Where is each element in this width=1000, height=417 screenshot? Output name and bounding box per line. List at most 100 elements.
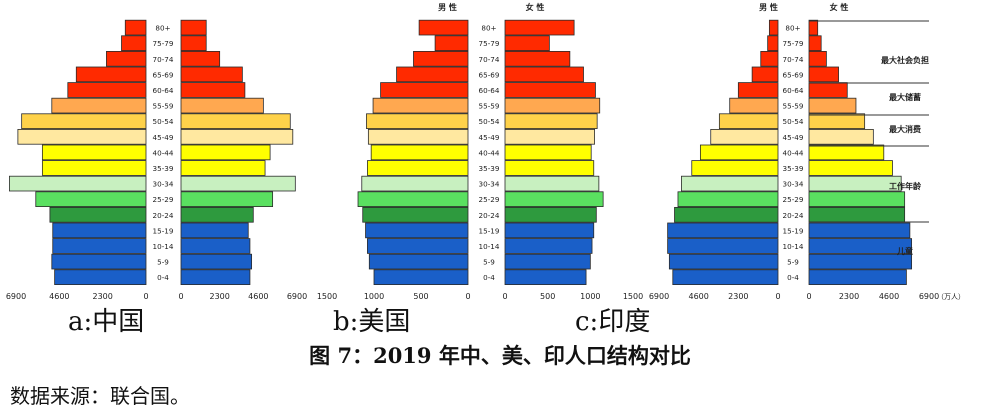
bar-right-70-74 bbox=[180, 51, 221, 67]
bar-left-20-24 bbox=[674, 206, 779, 223]
bar-right-40-44 bbox=[808, 144, 885, 161]
bar-left-45-49 bbox=[17, 128, 147, 145]
bar-left-65-69 bbox=[751, 66, 779, 83]
age-label: 60-64 bbox=[783, 86, 804, 95]
tick-label-right: 2300 bbox=[839, 292, 859, 300]
bar-right-40-44 bbox=[504, 144, 592, 161]
age-label: 25-29 bbox=[153, 195, 174, 204]
bar-right-0-4 bbox=[504, 269, 587, 285]
bar-right-20-24 bbox=[808, 206, 906, 223]
bar-right-15-19 bbox=[504, 222, 595, 239]
header-male: 男 性 bbox=[438, 2, 457, 12]
bar-left-75-79 bbox=[121, 35, 147, 51]
bar-left-10-14 bbox=[52, 238, 147, 254]
bar-right-35-39 bbox=[180, 160, 266, 176]
tick-label-left: 2300 bbox=[92, 292, 112, 300]
bar-left-0-4 bbox=[54, 269, 147, 285]
tick-label-right: 1500 bbox=[623, 292, 643, 300]
age-label: 75-79 bbox=[153, 39, 174, 48]
bar-left-80+ bbox=[768, 19, 779, 36]
bar-right-55-59 bbox=[504, 97, 601, 114]
bar-left-10-14 bbox=[367, 238, 469, 254]
tick-label-right: 4600 bbox=[879, 292, 899, 300]
bar-left-20-24 bbox=[362, 206, 469, 223]
bar-right-45-49 bbox=[180, 128, 294, 145]
bar-right-80+ bbox=[180, 19, 207, 36]
bar-left-80+ bbox=[418, 19, 469, 36]
tick-label-left: 2300 bbox=[728, 292, 748, 300]
bar-left-30-34 bbox=[9, 175, 147, 192]
bar-left-55-59 bbox=[729, 97, 779, 114]
bar-right-40-44 bbox=[180, 144, 271, 161]
age-label: 30-34 bbox=[479, 180, 500, 189]
age-label: 15-19 bbox=[783, 226, 804, 235]
bar-left-60-64 bbox=[380, 82, 469, 98]
age-label: 35-39 bbox=[479, 164, 500, 173]
age-label: 30-34 bbox=[783, 180, 804, 189]
bar-left-80+ bbox=[124, 19, 147, 36]
bar-left-30-34 bbox=[361, 175, 469, 192]
bar-right-65-69 bbox=[808, 66, 839, 83]
tick-label-left: 0 bbox=[465, 292, 470, 300]
bar-right-75-79 bbox=[504, 35, 550, 51]
tick-label-left: 4600 bbox=[49, 292, 69, 300]
age-label: 40-44 bbox=[153, 148, 174, 157]
age-label: 70-74 bbox=[479, 55, 500, 64]
tick-label-right: 500 bbox=[540, 292, 555, 300]
bar-right-75-79 bbox=[808, 35, 822, 51]
tick-label-left: 0 bbox=[775, 292, 780, 300]
header-female: 女 性 bbox=[830, 2, 849, 12]
bar-right-35-39 bbox=[808, 160, 893, 176]
bar-left-40-44 bbox=[41, 144, 147, 161]
bar-left-5-9 bbox=[668, 253, 779, 270]
bar-right-30-34 bbox=[808, 175, 902, 192]
bar-left-0-4 bbox=[373, 269, 469, 285]
age-label: 25-29 bbox=[479, 195, 500, 204]
age-label: 50-54 bbox=[783, 117, 804, 126]
tick-label-left: 1000 bbox=[364, 292, 384, 300]
bar-left-30-34 bbox=[681, 175, 779, 192]
annotation-label: 最大社会负担 bbox=[881, 55, 929, 65]
bar-right-20-24 bbox=[180, 206, 254, 223]
header-male: 男 性 bbox=[759, 2, 778, 12]
tick-label-left: 500 bbox=[413, 292, 428, 300]
bar-left-50-54 bbox=[718, 113, 779, 130]
bar-right-5-9 bbox=[504, 253, 591, 270]
bar-left-0-4 bbox=[672, 269, 779, 285]
age-label: 10-14 bbox=[153, 242, 174, 251]
tick-label-left: 4600 bbox=[688, 292, 708, 300]
bar-right-50-54 bbox=[180, 113, 291, 130]
bar-left-60-64 bbox=[67, 82, 147, 98]
annotation-label: 工作年龄 bbox=[889, 181, 922, 191]
bar-left-45-49 bbox=[367, 128, 469, 145]
bar-left-15-19 bbox=[52, 222, 147, 239]
age-label: 10-14 bbox=[479, 242, 500, 251]
bar-left-60-64 bbox=[737, 82, 779, 98]
age-label: 70-74 bbox=[783, 55, 804, 64]
bar-right-60-64 bbox=[180, 82, 246, 98]
bar-left-25-29 bbox=[357, 191, 469, 208]
bar-right-35-39 bbox=[504, 160, 595, 176]
subtitle-india: c:印度 bbox=[575, 307, 651, 337]
bar-left-35-39 bbox=[367, 160, 469, 176]
age-label: 15-19 bbox=[153, 226, 174, 235]
age-label: 35-39 bbox=[153, 164, 174, 173]
bar-left-5-9 bbox=[51, 253, 147, 270]
bar-left-55-59 bbox=[372, 97, 469, 114]
bar-right-70-74 bbox=[808, 51, 827, 67]
bar-right-25-29 bbox=[180, 191, 274, 208]
bar-right-80+ bbox=[808, 19, 819, 36]
bar-left-40-44 bbox=[370, 144, 469, 161]
age-label: 55-59 bbox=[153, 102, 174, 111]
age-label: 0-4 bbox=[483, 273, 495, 282]
bar-left-15-19 bbox=[667, 222, 779, 239]
age-label: 45-49 bbox=[479, 133, 500, 142]
bar-right-30-34 bbox=[504, 175, 600, 192]
tick-label-right: 6900 bbox=[919, 292, 939, 300]
tick-label-right: 4600 bbox=[248, 292, 268, 300]
bar-right-5-9 bbox=[808, 253, 913, 270]
age-label: 5-9 bbox=[157, 258, 169, 267]
data-source: 数据来源：联合国。 bbox=[10, 384, 190, 408]
tick-label-right: 0 bbox=[502, 292, 507, 300]
bar-right-65-69 bbox=[504, 66, 584, 83]
